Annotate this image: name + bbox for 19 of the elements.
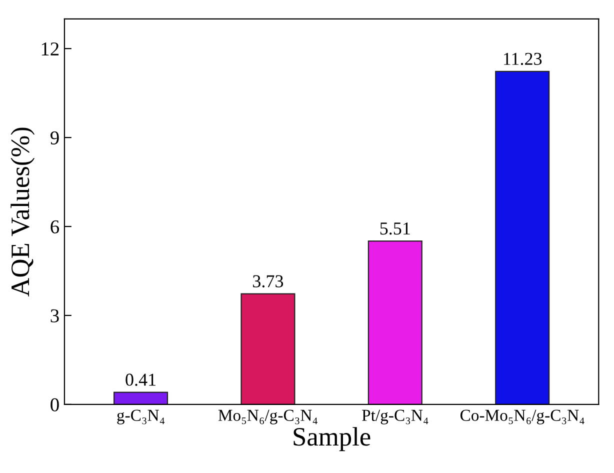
data-label: 0.41 <box>126 374 156 386</box>
x-tick-label: Co-Mo₅N₆/g-C₃N₄ <box>460 410 584 424</box>
data-label: 11.23 <box>504 52 542 66</box>
data-label: 3.73 <box>253 275 284 288</box>
bar <box>368 240 422 404</box>
y-tick-label: 6 <box>50 220 60 234</box>
data-label: 5.51 <box>380 222 410 235</box>
x-tick-label: Mo₅N₆/g-C₃N₄ <box>218 410 318 424</box>
y-tick-label: 0 <box>50 398 59 412</box>
y-tick-label: 3 <box>50 309 59 322</box>
bar <box>114 392 168 404</box>
bar <box>495 70 550 404</box>
x-axis-title: Sample <box>294 427 370 452</box>
y-axis-title: AQE Values(%) <box>10 128 35 297</box>
y-tick-label: 12 <box>42 42 59 56</box>
y-tick-label: 9 <box>50 131 59 144</box>
x-tick-label: Pt/g-C₃N₄ <box>362 410 428 424</box>
bar <box>240 293 296 404</box>
x-tick-label: g-C₃N₄ <box>117 410 165 424</box>
